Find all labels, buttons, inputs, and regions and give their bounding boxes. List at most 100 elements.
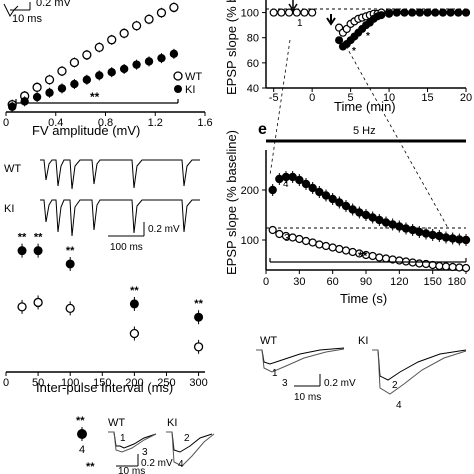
- data-point-wt: [448, 262, 457, 272]
- x-tick-label: 120: [390, 276, 408, 288]
- data-point-ki: [157, 53, 166, 63]
- x-tick-label: 0: [309, 92, 315, 104]
- data-point-wt: [33, 297, 43, 308]
- x-axis-label: Time (s): [340, 291, 387, 306]
- annotation-stars: **: [348, 36, 356, 47]
- bottom-n2: 2: [184, 433, 190, 444]
- x-tick-label: 0.8: [98, 117, 113, 129]
- y-ticks: 200 100: [241, 185, 266, 247]
- data-point-wt: [301, 236, 311, 246]
- x-ticks: 0 0.4 0.8 1.2 1.6: [3, 112, 213, 129]
- ppr-ki-label: KI: [4, 203, 14, 215]
- data-point-ki: [33, 246, 43, 256]
- ppr-scale-time: 100 ms: [110, 242, 143, 253]
- x-axis-label: Time (min): [334, 99, 396, 114]
- data-point-wt: [321, 241, 331, 251]
- series-group: [7, 2, 179, 112]
- stim-arrow-2: [326, 14, 336, 26]
- data-point-ki: [461, 235, 471, 245]
- significance-label: **: [18, 232, 27, 244]
- data-point-wt: [268, 225, 277, 235]
- data-point-ki: [144, 57, 154, 66]
- panel-letter-e: e: [258, 121, 267, 138]
- x-axis-label: FV amplitude (mV): [32, 123, 140, 138]
- data-point-wt: [441, 262, 451, 271]
- y-tick-label: 40: [247, 83, 259, 95]
- data-point-wt: [461, 263, 471, 273]
- x-tick-label: 150: [93, 377, 111, 389]
- top-scale-time-label: 10 ms: [12, 13, 42, 25]
- data-point-ki: [400, 8, 409, 17]
- data-point-ki: [335, 198, 344, 207]
- data-point-ki: [8, 102, 17, 111]
- annotation-star-2: *: [366, 31, 370, 42]
- bottom-stars: **: [76, 415, 85, 427]
- x-tick-label: 100: [61, 377, 79, 389]
- bottom-traces: ** 4 ** WT KI 1 3 2 4 0.2 mV 10 ms: [76, 415, 215, 474]
- data-point-ki: [308, 183, 317, 193]
- annotation-1: 1: [297, 18, 303, 29]
- data-point-ki: [428, 230, 437, 240]
- data-point-ki: [377, 11, 386, 20]
- y-ticks: 100 80 60 40: [241, 8, 266, 95]
- data-point-ki: [375, 215, 384, 225]
- significance-label: **: [34, 232, 43, 244]
- panel-5hz-timecourse: e 5 Hz 200 100 0 30 60 90 120 150 180 4 3 ** EP…: [224, 121, 471, 306]
- bottom-scale-time: 10 ms: [118, 466, 145, 474]
- top-scale-fragment-label: 0.2 mV: [36, 0, 72, 9]
- data-point-ki: [431, 8, 440, 17]
- data-point-ki: [435, 231, 444, 241]
- bottom-n1: 1: [120, 433, 126, 444]
- data-point-wt: [144, 14, 154, 24]
- data-point-ki: [32, 92, 42, 102]
- data-point-wt: [82, 50, 92, 60]
- data-point-ki: [295, 175, 304, 185]
- data-point-wt: [129, 328, 140, 339]
- data-point-wt: [65, 303, 75, 314]
- bottom-n3: 3: [142, 447, 148, 458]
- data-point-ki: [368, 213, 377, 222]
- data-point-wt: [295, 234, 304, 244]
- data-point-ki: [355, 208, 364, 217]
- ppr-wt-trace: [40, 159, 200, 190]
- x-tick-label: 0: [3, 117, 9, 129]
- data-point-wt: [335, 244, 344, 254]
- ltp-ki-label: KI: [358, 335, 368, 347]
- data-point-wt: [277, 8, 286, 17]
- data-point-ki: [446, 8, 455, 17]
- x-tick-label: 0.4: [48, 117, 63, 129]
- x-axis-label: Inter-pulse Interval (ms): [36, 380, 173, 395]
- data-point-ki: [281, 172, 291, 182]
- data-point-wt: [375, 253, 384, 262]
- data-point-ki: [335, 36, 344, 45]
- data-point-wt: [131, 21, 142, 31]
- data-point-wt: [328, 243, 337, 252]
- data-point-ki: [385, 9, 394, 18]
- y-axis-label: EPSP slope (% base: [224, 0, 239, 95]
- data-point-wt: [94, 42, 104, 53]
- data-point-wt: [368, 251, 377, 261]
- x-tick-label: 300: [189, 377, 207, 389]
- data-point-wt: [119, 28, 129, 38]
- data-point-ki: [20, 97, 29, 106]
- data-point-ki: [169, 49, 179, 59]
- x-tick-label: 1.2: [148, 117, 163, 129]
- bottom-ki-label: KI: [167, 417, 177, 429]
- bottom-stars-2: **: [86, 461, 95, 473]
- connector-left: [269, 39, 291, 176]
- significance-label: **: [358, 249, 368, 263]
- ltp-n2: 2: [392, 380, 398, 391]
- ltp-ki-trace-2: [372, 349, 467, 395]
- panel-fv-amplitude: 0.2 mV 10 ms 0 0.4 0.8 1.2 1.6 ** WT KI FV a…: [3, 0, 213, 138]
- legend-ki-marker: [174, 85, 182, 93]
- ppr-wt-label: WT: [4, 163, 21, 175]
- data-point-wt: [308, 238, 317, 247]
- bottom-wt-label: WT: [108, 417, 125, 429]
- panel-ltp-timecourse: 100 80 60 40 -5 0 5 10 15 20 1 ** * * EPSP slope…: [224, 0, 472, 114]
- x-ticks: 0 50 100 150 200 250 300: [3, 372, 208, 389]
- stim-label: 5 Hz: [353, 125, 376, 137]
- panel-ppr: 0 50 100 150 200 250 300 ** ** ** ** ** Inter-puls…: [3, 232, 208, 395]
- data-point-wt: [107, 35, 117, 45]
- data-point-ki: [441, 233, 451, 242]
